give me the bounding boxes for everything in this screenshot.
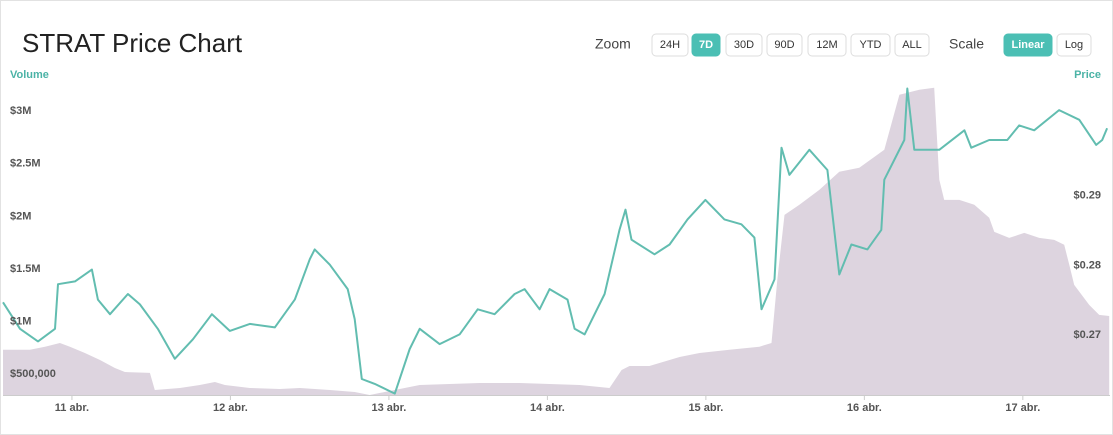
scale-button-label[interactable]: Linear: [1011, 39, 1045, 51]
y2-tick-label: $0.28: [1073, 259, 1101, 271]
zoom-button[interactable]: [725, 33, 763, 57]
y-tick-label: $3M: [10, 105, 31, 117]
zoom-button[interactable]: [894, 33, 930, 57]
zoom-button[interactable]: [691, 33, 721, 57]
price-line: [2, 87, 1109, 395]
x-tick-label: 11 abr.: [55, 402, 89, 414]
y2-tick-label: $0.27: [1073, 329, 1101, 341]
zoom-button[interactable]: [807, 33, 847, 57]
zoom-label: Zoom: [595, 36, 631, 52]
x-tick-label: 15 abr.: [688, 402, 723, 414]
scale-button[interactable]: [1003, 33, 1053, 57]
zoom-button-label[interactable]: ALL: [902, 39, 922, 51]
y2-axis-label: Price: [1074, 69, 1101, 81]
x-tick-label: 14 abr.: [530, 402, 565, 414]
zoom-button-label[interactable]: 24H: [660, 39, 680, 51]
y-tick-label: $2.5M: [10, 158, 41, 170]
zoom-button-label[interactable]: 7D: [699, 39, 713, 51]
y-tick-label: $1M: [10, 315, 31, 327]
zoom-button-label[interactable]: YTD: [860, 39, 882, 51]
zoom-button-label[interactable]: 12M: [816, 39, 837, 51]
scale-button-label[interactable]: Log: [1065, 39, 1083, 51]
y2-tick-label: $0.29: [1073, 190, 1101, 202]
x-tick-label: 12 abr.: [213, 402, 248, 414]
y-tick-label: $500,000: [10, 368, 56, 380]
y-axis-label: Volume: [10, 69, 49, 81]
x-tick-label: 17 abr.: [1005, 402, 1040, 414]
zoom-button-label[interactable]: 90D: [774, 39, 794, 51]
volume-area: [3, 87, 1110, 395]
y-tick-label: $1.5M: [10, 263, 41, 275]
zoom-button[interactable]: [651, 33, 689, 57]
chart-title: STRAT Price Chart: [22, 28, 243, 58]
scale-label: Scale: [949, 36, 984, 52]
x-tick-label: 16 abr.: [847, 402, 882, 414]
zoom-button[interactable]: [766, 33, 803, 57]
scale-button[interactable]: [1056, 33, 1092, 57]
y-tick-label: $2M: [10, 210, 31, 222]
zoom-button[interactable]: [850, 33, 891, 57]
zoom-button-label[interactable]: 30D: [734, 39, 754, 51]
x-tick-label: 13 abr.: [371, 402, 406, 414]
